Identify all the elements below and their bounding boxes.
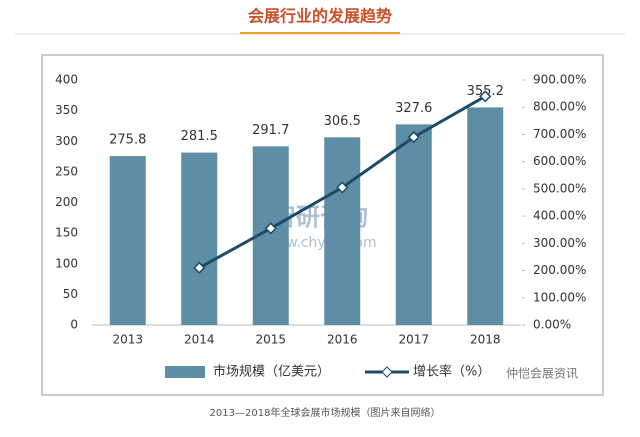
bar <box>395 124 432 325</box>
watermark: 仲恺会展资讯 <box>506 367 578 381</box>
bar <box>467 107 504 325</box>
x-tick-label: 2017 <box>398 333 429 347</box>
y2-tick-label: 900.00% <box>533 73 586 87</box>
data-label: 281.5 <box>181 129 218 144</box>
line-marker <box>336 181 349 194</box>
data-label: 306.5 <box>324 114 361 129</box>
y-tick-label: 400 <box>55 73 78 87</box>
x-tick-label: 2018 <box>470 333 501 347</box>
y-tick-label: 350 <box>55 103 78 117</box>
legend-swatch <box>165 366 205 378</box>
y2-tick-label: 800.00% <box>533 100 586 114</box>
line-marker <box>264 222 277 235</box>
y2-tick-label: 300.00% <box>533 236 586 250</box>
header-title: 会展行业的发展趋势 <box>248 7 392 26</box>
bar <box>109 156 146 325</box>
data-label: 327.6 <box>395 101 432 116</box>
y-tick-label: 100 <box>55 256 78 270</box>
y-tick-label: 300 <box>55 134 78 148</box>
legend-label: 市场规模（亿美元） <box>213 364 330 380</box>
x-tick-label: 2013 <box>112 333 143 347</box>
line-marker <box>193 261 206 274</box>
data-label: 291.7 <box>252 123 289 138</box>
legend-label: 增长率（%） <box>413 364 490 380</box>
y2-tick-label: 600.00% <box>533 154 586 168</box>
y-tick-label: 250 <box>55 164 78 178</box>
y2-tick-label: 100.00% <box>533 290 586 304</box>
bar <box>324 137 361 325</box>
data-label: 275.8 <box>109 133 146 148</box>
y-tick-label: 150 <box>55 226 78 240</box>
legend-swatch <box>381 366 393 378</box>
y-tick-label: 200 <box>55 195 78 209</box>
x-tick-label: 2014 <box>184 333 215 347</box>
y-tick-label: 0 <box>70 318 78 332</box>
caption: 2013—2018年全球会展市场规模（图片来自网络） <box>210 406 441 419</box>
y2-tick-label: 700.00% <box>533 127 586 141</box>
x-tick-label: 2015 <box>255 333 286 347</box>
line-marker <box>479 90 492 103</box>
bar <box>181 152 218 325</box>
y2-tick-label: 400.00% <box>533 209 586 223</box>
x-tick-label: 2016 <box>327 333 358 347</box>
y2-tick-label: 200.00% <box>533 263 586 277</box>
y2-tick-label: 500.00% <box>533 181 586 195</box>
y-tick-label: 50 <box>63 287 78 301</box>
y2-tick-label: 0.00% <box>533 318 571 332</box>
line-marker <box>407 131 420 144</box>
